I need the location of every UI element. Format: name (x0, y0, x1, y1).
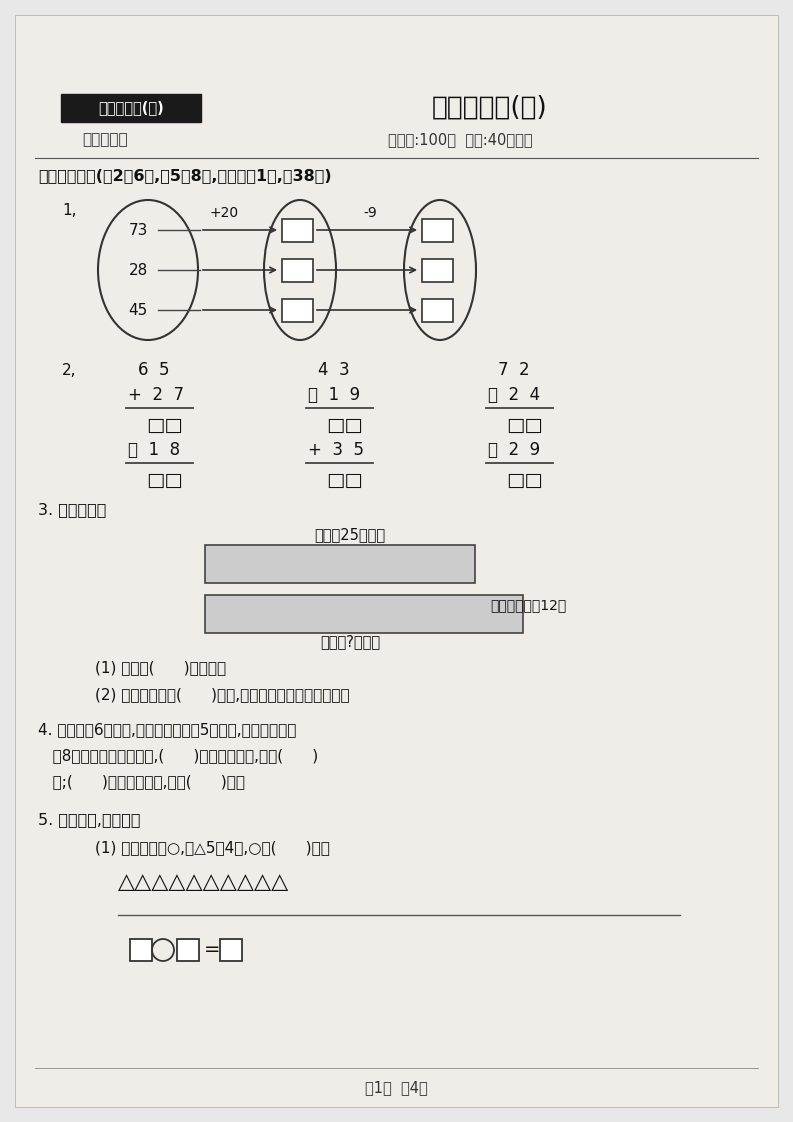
Text: 6  5: 6 5 (138, 361, 170, 379)
Text: －  1  9: － 1 9 (308, 386, 360, 404)
Text: －  1  8: － 1 8 (128, 441, 180, 459)
FancyBboxPatch shape (220, 939, 242, 962)
Text: (1) 在横线上画○,比△5个4个,○有(      )个。: (1) 在横线上画○,比△5个4个,○有( )个。 (95, 840, 330, 855)
Text: 1,: 1, (62, 202, 76, 218)
Text: □□: □□ (326, 415, 362, 434)
Text: （江苏版）: （江苏版） (82, 132, 128, 147)
Text: 一、填一填。(第2题6分,第5题8分,其余每空1分,共38分): 一、填一填。(第2题6分,第5题8分,其余每空1分,共38分) (38, 168, 331, 184)
FancyBboxPatch shape (61, 94, 201, 122)
Text: 第1页  八4页: 第1页 八4页 (365, 1080, 427, 1095)
Text: 小丽有25张卡片: 小丽有25张卡片 (315, 527, 385, 543)
FancyBboxPatch shape (282, 258, 312, 282)
Text: 28: 28 (128, 263, 147, 277)
FancyBboxPatch shape (15, 15, 778, 1107)
Text: 个;(      )写的大字最少,写了(      )个。: 个;( )写的大字最少,写了( )个。 (38, 774, 245, 790)
Text: 2,: 2, (62, 362, 76, 377)
Text: □□: □□ (506, 470, 542, 489)
Text: (2) 小明送给小丽(      )张后,两人的卡片张数就同样多。: (2) 小明送给小丽( )张后,两人的卡片张数就同样多。 (95, 688, 350, 702)
FancyBboxPatch shape (205, 595, 523, 633)
Text: －  2  4: － 2 4 (488, 386, 540, 404)
Text: □□: □□ (146, 415, 182, 434)
FancyBboxPatch shape (422, 258, 453, 282)
FancyBboxPatch shape (282, 219, 312, 241)
FancyBboxPatch shape (282, 298, 312, 322)
FancyBboxPatch shape (422, 219, 453, 241)
Text: +20: +20 (209, 206, 239, 220)
Text: △△△△△△△△△△: △△△△△△△△△△ (118, 872, 289, 892)
Text: -9: -9 (363, 206, 377, 220)
Text: □□: □□ (146, 470, 182, 489)
FancyBboxPatch shape (130, 939, 152, 962)
Text: 小明比小丽多12张: 小明比小丽多12张 (490, 598, 566, 611)
Text: 5. 先画一画,再解答。: 5. 先画一画,再解答。 (38, 812, 140, 828)
Text: 分类测评卷(一): 分类测评卷(一) (432, 95, 548, 121)
Text: （满分:100分  时间:40分钟）: （满分:100分 时间:40分钟） (388, 132, 532, 147)
FancyBboxPatch shape (422, 298, 453, 322)
Text: □□: □□ (326, 470, 362, 489)
Text: +  2  7: + 2 7 (128, 386, 184, 404)
Text: －  2  9: － 2 9 (488, 441, 540, 459)
Text: +  3  5: + 3 5 (308, 441, 364, 459)
Text: 7  2: 7 2 (498, 361, 530, 379)
Text: 45: 45 (128, 303, 147, 318)
Text: □□: □□ (506, 415, 542, 434)
Text: 4  3: 4 3 (318, 361, 350, 379)
Text: =: = (204, 940, 220, 959)
Text: 小明有?张卡片: 小明有?张卡片 (320, 635, 380, 650)
FancyBboxPatch shape (177, 939, 199, 962)
Text: 4. 小文写〦6个大字,小丽比小文多劙5个大字,小明比小文少: 4. 小文写〦6个大字,小丽比小文多劙5个大字,小明比小文少 (38, 723, 297, 737)
Text: 二年级数学(上): 二年级数学(上) (98, 101, 164, 116)
Text: 73: 73 (128, 222, 147, 238)
Text: 劙8个大字。三个人相比,(      )写的大字最多,写了(      ): 劙8个大字。三个人相比,( )写的大字最多,写了( ) (38, 748, 318, 763)
FancyBboxPatch shape (205, 545, 475, 583)
Text: 3. 看图填空。: 3. 看图填空。 (38, 503, 106, 517)
Text: (1) 小明有(      )张卡片。: (1) 小明有( )张卡片。 (95, 661, 226, 675)
